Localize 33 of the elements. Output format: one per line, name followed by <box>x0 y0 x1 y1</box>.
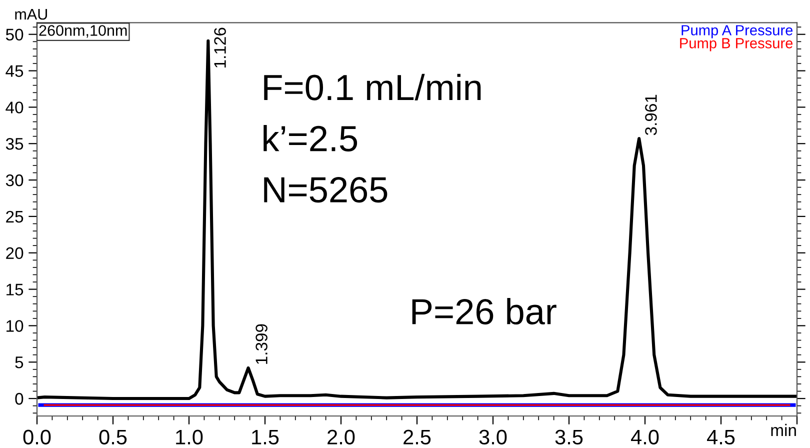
y-tick-label: 10 <box>6 320 24 332</box>
y-tick-label: 30 <box>6 174 24 186</box>
x-tick-label: 3.5 <box>555 430 583 444</box>
annotation: 1.399 <box>256 324 268 364</box>
x-tick-label: 1.5 <box>252 430 279 444</box>
x-tick-label: 4.0 <box>631 430 659 444</box>
x-tick-label: 4.5 <box>707 430 735 444</box>
annotation: 260nm,10nm <box>39 25 127 38</box>
text: Pump A Pressure <box>682 25 793 38</box>
y-tick-label: 25 <box>6 210 24 223</box>
y-tick-label: 15 <box>6 284 24 296</box>
y-tick-label: 45 <box>6 65 24 77</box>
y-tick-label: 0 <box>15 392 24 405</box>
y-axis-title: mAU <box>15 9 47 20</box>
annotation: 3.961 <box>645 94 657 136</box>
x-tick-label: 2.0 <box>328 430 355 444</box>
annotation: F=0.1 mL/min <box>264 74 481 100</box>
y-tick-label: 50 <box>6 28 24 41</box>
x-tick-label: 1.0 <box>176 430 203 444</box>
y-tick-label: 40 <box>6 102 24 114</box>
y-tick-label: 5 <box>15 356 24 368</box>
y-tick-label: 20 <box>6 247 24 260</box>
annotation: k’=2.5 <box>264 124 358 152</box>
y-tick-label: 35 <box>6 138 24 150</box>
x-tick-label: 0.5 <box>99 430 127 444</box>
x-axis-title: min <box>771 424 796 436</box>
annotation: P=26 bar <box>412 298 556 325</box>
x-tick-label: 2.5 <box>404 430 431 444</box>
annotation: N=5265 <box>264 177 388 203</box>
text: Pump B Pressure <box>680 38 793 52</box>
x-tick-label: 0.0 <box>23 430 51 444</box>
annotation: 1.126 <box>214 28 226 68</box>
x-tick-label: 3.0 <box>479 430 507 444</box>
